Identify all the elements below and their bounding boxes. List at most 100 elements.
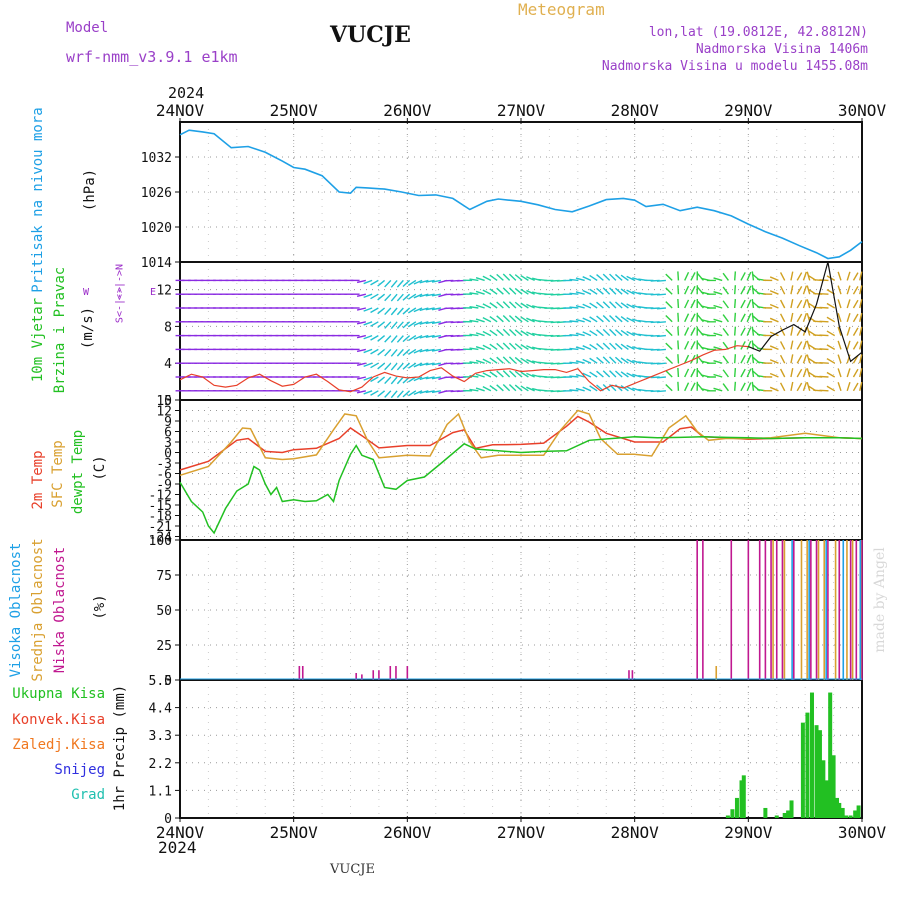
wind-barb [722,286,730,295]
wind-barb [796,341,803,350]
wind-barb [526,372,535,378]
coords: lon,lat (19.0812E, 42.8812N) [648,25,868,40]
wind-barb [502,383,511,392]
x-tick-label-bottom: 27NOV [497,823,546,842]
wind-barb [475,332,485,337]
wind-barb [769,331,779,337]
precip-legend-total: Ukupna Kisa [12,686,105,702]
wind-barb [390,279,398,288]
wind-barb [370,362,379,369]
wind-barb [520,343,529,350]
wind-barb [690,285,696,295]
bottom-year-label: 2024 [158,838,197,857]
wind-barb [620,329,629,337]
wind-barb [740,272,746,281]
wind-barb [746,285,752,295]
wind-barb [779,272,786,281]
y-tick-label: 9 [164,415,172,430]
wind-barb [665,301,673,309]
wind-barb [609,356,617,364]
wind-barb [684,340,690,350]
wind-barb [819,348,829,351]
wind-barb [407,348,417,355]
wind-barb [733,298,737,309]
wind-barb [496,370,504,378]
wind-barb [425,348,435,352]
wind-barb [713,318,723,323]
wind-barb [746,327,752,336]
wind-barb [733,367,737,378]
x-tick-label-top: 29NOV [724,101,773,120]
wind-barb [740,354,746,364]
wind-barb [489,343,498,350]
wind-barb [733,340,737,350]
wind-barb [356,390,367,394]
wind-barb [609,287,617,295]
wind-barb [602,315,611,323]
wind-barb [665,287,673,295]
x-tick-label-top: 24NOV [156,101,205,120]
wind-barb [356,321,367,325]
wind-barb [846,326,851,336]
wind-barb [740,327,746,336]
wind-barb [496,301,504,309]
wind-barb [733,285,737,295]
wind-barb [377,279,386,287]
wind-barb [846,382,851,392]
wind-barb [602,370,611,378]
wind-barb [769,290,779,295]
wind-barb [419,307,429,312]
wind-barb [656,390,666,393]
wind-barb [390,362,398,371]
wind-barb [626,330,635,337]
x-tick-label-top: 27NOV [497,101,546,120]
wind-barb [852,368,859,378]
precip-panel-frame [179,679,863,819]
wind-barb [677,285,680,295]
wind-barb [684,382,690,392]
wind-barb [722,383,730,392]
precip-bar [786,810,791,818]
wind-barb [596,370,604,378]
wind-barb [769,359,779,364]
wind-barb [356,376,367,380]
precip-bar [824,780,829,818]
wind-barb [431,390,441,394]
wind-barb [482,358,492,364]
y-tick-label: 3 [164,436,172,451]
wind-barb [526,358,535,364]
x-tick-label-bottom: 29NOV [724,823,773,842]
product-title: Meteogram [518,0,605,19]
wind-barb [575,387,585,392]
wind-barb [370,390,379,396]
wind-barb [677,326,680,336]
wind-barb [665,383,673,392]
wind-barb [402,362,411,370]
wind-barb [475,373,485,378]
wind-barb [482,303,492,309]
precip-bar [741,775,746,818]
x-tick-label-top: 28NOV [611,101,660,120]
wind-barb [520,330,529,337]
wind-barb [596,329,604,337]
wind-compass-west: W [83,287,90,298]
precip-bar [805,712,810,818]
wind-barb [589,371,598,378]
wind-barb [469,388,479,392]
x-tick-label-top: 26NOV [383,101,432,120]
wind-barb [602,301,611,309]
wind-barb [520,302,529,309]
y-tick-label: -12 [149,489,172,504]
wind-barb [582,331,592,337]
wind-barb [779,327,786,336]
y-tick-label: 1014 [141,256,172,271]
wind-barb [413,307,423,313]
wind-barb [713,291,723,295]
wind-barb [790,271,794,281]
wind-barb [656,279,666,282]
wind-compass-east: E [150,287,157,298]
wind-barb [609,301,617,309]
wind-barb [733,326,737,336]
wind-barb [826,344,836,351]
wind-barb [713,304,723,309]
